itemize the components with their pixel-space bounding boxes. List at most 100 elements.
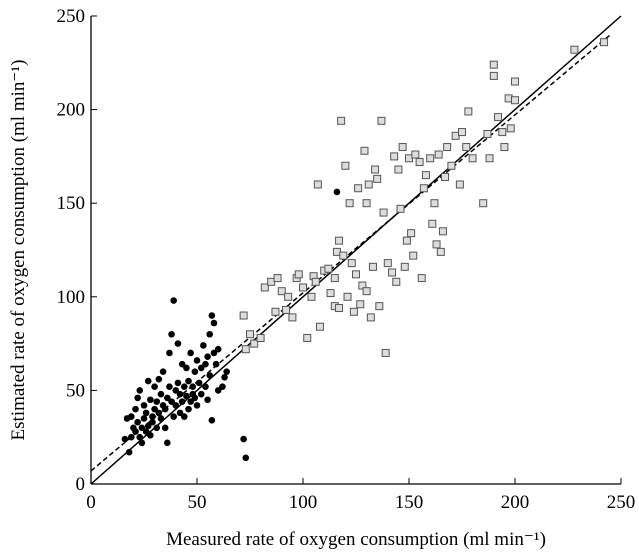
circle-point — [172, 402, 180, 409]
y-tick-label: 100 — [57, 287, 86, 308]
circle-point — [242, 454, 250, 462]
square-point — [379, 208, 388, 217]
y-axis-label: Estimated rate of oxygen consumption (ml… — [8, 60, 29, 441]
square-point — [313, 180, 322, 189]
square-point — [352, 270, 360, 279]
square-point — [284, 292, 293, 301]
circle-point — [166, 349, 173, 357]
circle-point — [187, 349, 194, 357]
square-point — [402, 236, 411, 245]
square-point — [396, 204, 405, 213]
circle-point — [132, 405, 139, 413]
circle-point — [147, 432, 154, 439]
square-point — [479, 199, 488, 208]
circle-point — [214, 387, 222, 394]
square-point — [483, 129, 492, 138]
square-point — [455, 180, 464, 189]
square-point — [311, 277, 320, 286]
square-point — [381, 348, 390, 357]
square-point — [356, 300, 365, 309]
circle-point — [144, 377, 152, 385]
x-axis-label: Measured rate of oxygen consumption (ml … — [166, 529, 546, 550]
square-point — [462, 143, 471, 152]
circle-point — [185, 377, 192, 385]
circle-point — [208, 417, 216, 424]
circle-point — [168, 398, 175, 405]
circle-point — [202, 360, 209, 368]
square-point — [256, 333, 265, 342]
circle-point — [155, 375, 163, 383]
circle-point — [214, 345, 222, 353]
circle-point — [178, 398, 186, 405]
circle-point — [161, 405, 169, 413]
square-point — [294, 270, 303, 279]
square-point — [458, 128, 466, 137]
square-point — [368, 262, 377, 271]
circle-point — [176, 390, 184, 398]
square-point — [430, 199, 439, 208]
square-point — [377, 116, 386, 125]
square-point — [421, 171, 430, 180]
x-tick-label: 150 — [395, 492, 424, 513]
square-point — [436, 247, 445, 256]
circle-point — [172, 387, 180, 394]
circle-point — [187, 398, 194, 405]
circle-point — [151, 383, 158, 390]
square-point — [260, 283, 269, 292]
circle-point — [157, 415, 165, 422]
circle-point — [125, 448, 133, 456]
circle-point — [191, 368, 199, 375]
circle-point — [219, 383, 226, 390]
circle-point — [134, 394, 141, 402]
circle-point — [127, 413, 135, 420]
square-point — [511, 77, 519, 86]
square-point — [307, 292, 316, 301]
y-tick-label: 250 — [57, 6, 86, 27]
circle-point — [206, 330, 214, 338]
circle-point — [185, 405, 192, 413]
circle-point — [191, 394, 199, 402]
square-point — [434, 150, 443, 159]
square-point — [600, 38, 609, 47]
square-point — [443, 143, 452, 152]
circle-point — [127, 433, 135, 441]
square-point — [373, 174, 382, 183]
square-point — [362, 287, 371, 296]
circle-point — [208, 312, 216, 319]
circle-point — [202, 383, 209, 390]
circle-point — [159, 368, 167, 375]
circle-point — [204, 353, 211, 361]
square-point — [506, 124, 515, 133]
square-point — [464, 107, 473, 116]
x-tick-label: 0 — [86, 492, 96, 513]
circle-point — [168, 330, 175, 338]
square-point — [362, 199, 371, 208]
circle-point — [151, 405, 158, 413]
square-point — [419, 184, 428, 193]
y-tick-label: 0 — [76, 474, 86, 495]
circle-point — [142, 428, 150, 435]
circle-point — [164, 439, 171, 447]
square-point — [250, 339, 259, 348]
square-point — [375, 302, 384, 311]
circle-point — [121, 435, 129, 443]
square-point — [428, 219, 437, 228]
square-point — [409, 251, 418, 260]
circle-point — [180, 413, 188, 420]
circle-point — [240, 435, 247, 443]
circle-point — [157, 390, 165, 398]
circle-point — [140, 415, 148, 422]
square-point — [494, 113, 503, 122]
fit-line — [90, 34, 611, 472]
circle-point — [197, 364, 205, 372]
circle-point — [223, 368, 230, 375]
circle-point — [193, 357, 201, 364]
square-point — [324, 264, 333, 273]
square-point — [337, 116, 346, 125]
y-tick-label: 200 — [57, 100, 86, 121]
square-point — [349, 307, 358, 316]
circle-point — [138, 424, 146, 432]
square-point — [246, 330, 254, 339]
